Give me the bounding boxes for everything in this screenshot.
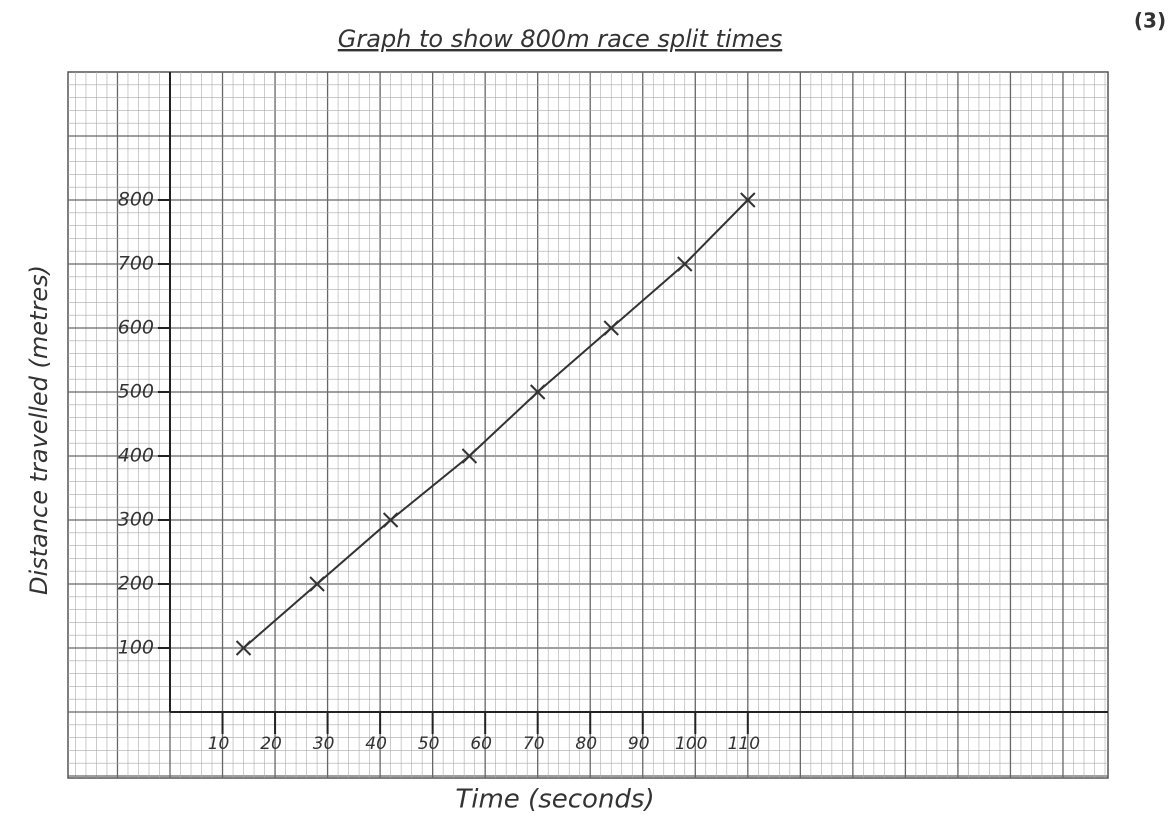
x-tick-label: 60 [470,734,492,754]
y-tick-label: 500 [118,381,154,403]
chart-title: Graph to show 800m race split times [338,25,782,53]
y-tick-label: 400 [118,445,154,467]
x-tick-label: 100 [675,734,707,754]
marks-note: (3) [1134,9,1166,33]
x-tick-label: 10 [208,734,230,754]
paper-border [68,72,1108,778]
x-tick-label: 90 [628,734,650,754]
chart: Graph to show 800m race split times (3) … [0,0,1175,825]
x-tick-label: 20 [260,734,282,754]
x-tick-label: 70 [523,734,545,754]
y-tick-label: 300 [118,509,154,531]
graph-paper [68,72,1108,778]
y-tick-label: 800 [118,189,154,211]
x-tick-label: 80 [575,734,597,754]
y-tick-label: 600 [118,317,154,339]
y-tick-label: 700 [118,253,154,275]
x-tick-label: 40 [365,734,387,754]
y-tick-label: 200 [118,573,154,595]
x-tick-label: 50 [418,734,440,754]
x-axis-label: Time (seconds) [455,785,654,815]
page: Graph to show 800m race split times (3) … [0,0,1175,825]
x-tick-label: 110 [728,734,760,754]
y-axis-label: Distance travelled (metres) [25,265,53,595]
y-tick-label: 100 [118,637,154,659]
x-tick-label: 30 [313,734,335,754]
